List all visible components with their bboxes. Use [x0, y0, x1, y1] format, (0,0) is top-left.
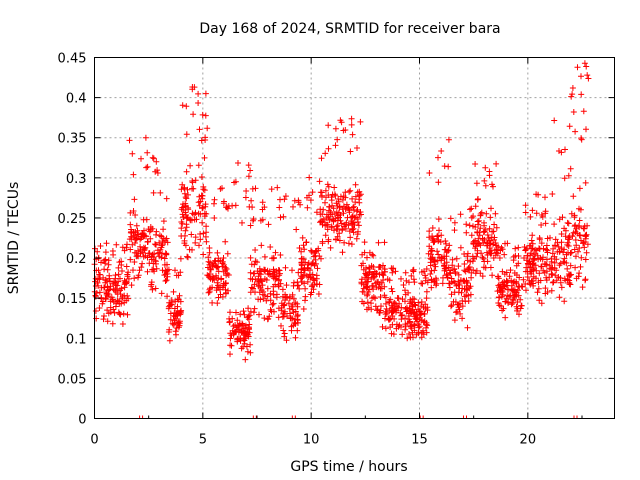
x-axis-label: GPS time / hours	[290, 459, 407, 475]
chart-background	[0, 0, 640, 480]
y-tick-label: 0	[78, 413, 86, 428]
y-tick-label: 0.35	[58, 132, 87, 147]
y-tick-label: 0.2	[66, 252, 87, 267]
srmtid-scatter-chart: 0 0.05 0.1 0.15 0.2 0.25 0.3 0.35 0.4 0.45 0 5 10 15 2…	[0, 0, 640, 480]
x-tick-label: 10	[303, 433, 320, 448]
x-tick-label: 15	[411, 433, 428, 448]
y-tick-label: 0.1	[66, 332, 87, 347]
x-tick-label: 5	[199, 433, 207, 448]
x-tick-label: 0	[90, 433, 98, 448]
y-tick-label: 0.3	[66, 172, 87, 187]
y-tick-label: 0.25	[58, 212, 87, 227]
chart-title: Day 168 of 2024, SRMTID for receiver bar…	[199, 21, 500, 37]
x-tick-label: 20	[520, 433, 537, 448]
y-tick-label: 0.05	[58, 372, 87, 387]
y-tick-label: 0.4	[66, 92, 87, 107]
y-tick-label: 0.45	[58, 52, 87, 67]
y-axis-label: SRMTID / TECUs	[6, 182, 22, 295]
y-tick-label: 0.15	[58, 292, 87, 307]
